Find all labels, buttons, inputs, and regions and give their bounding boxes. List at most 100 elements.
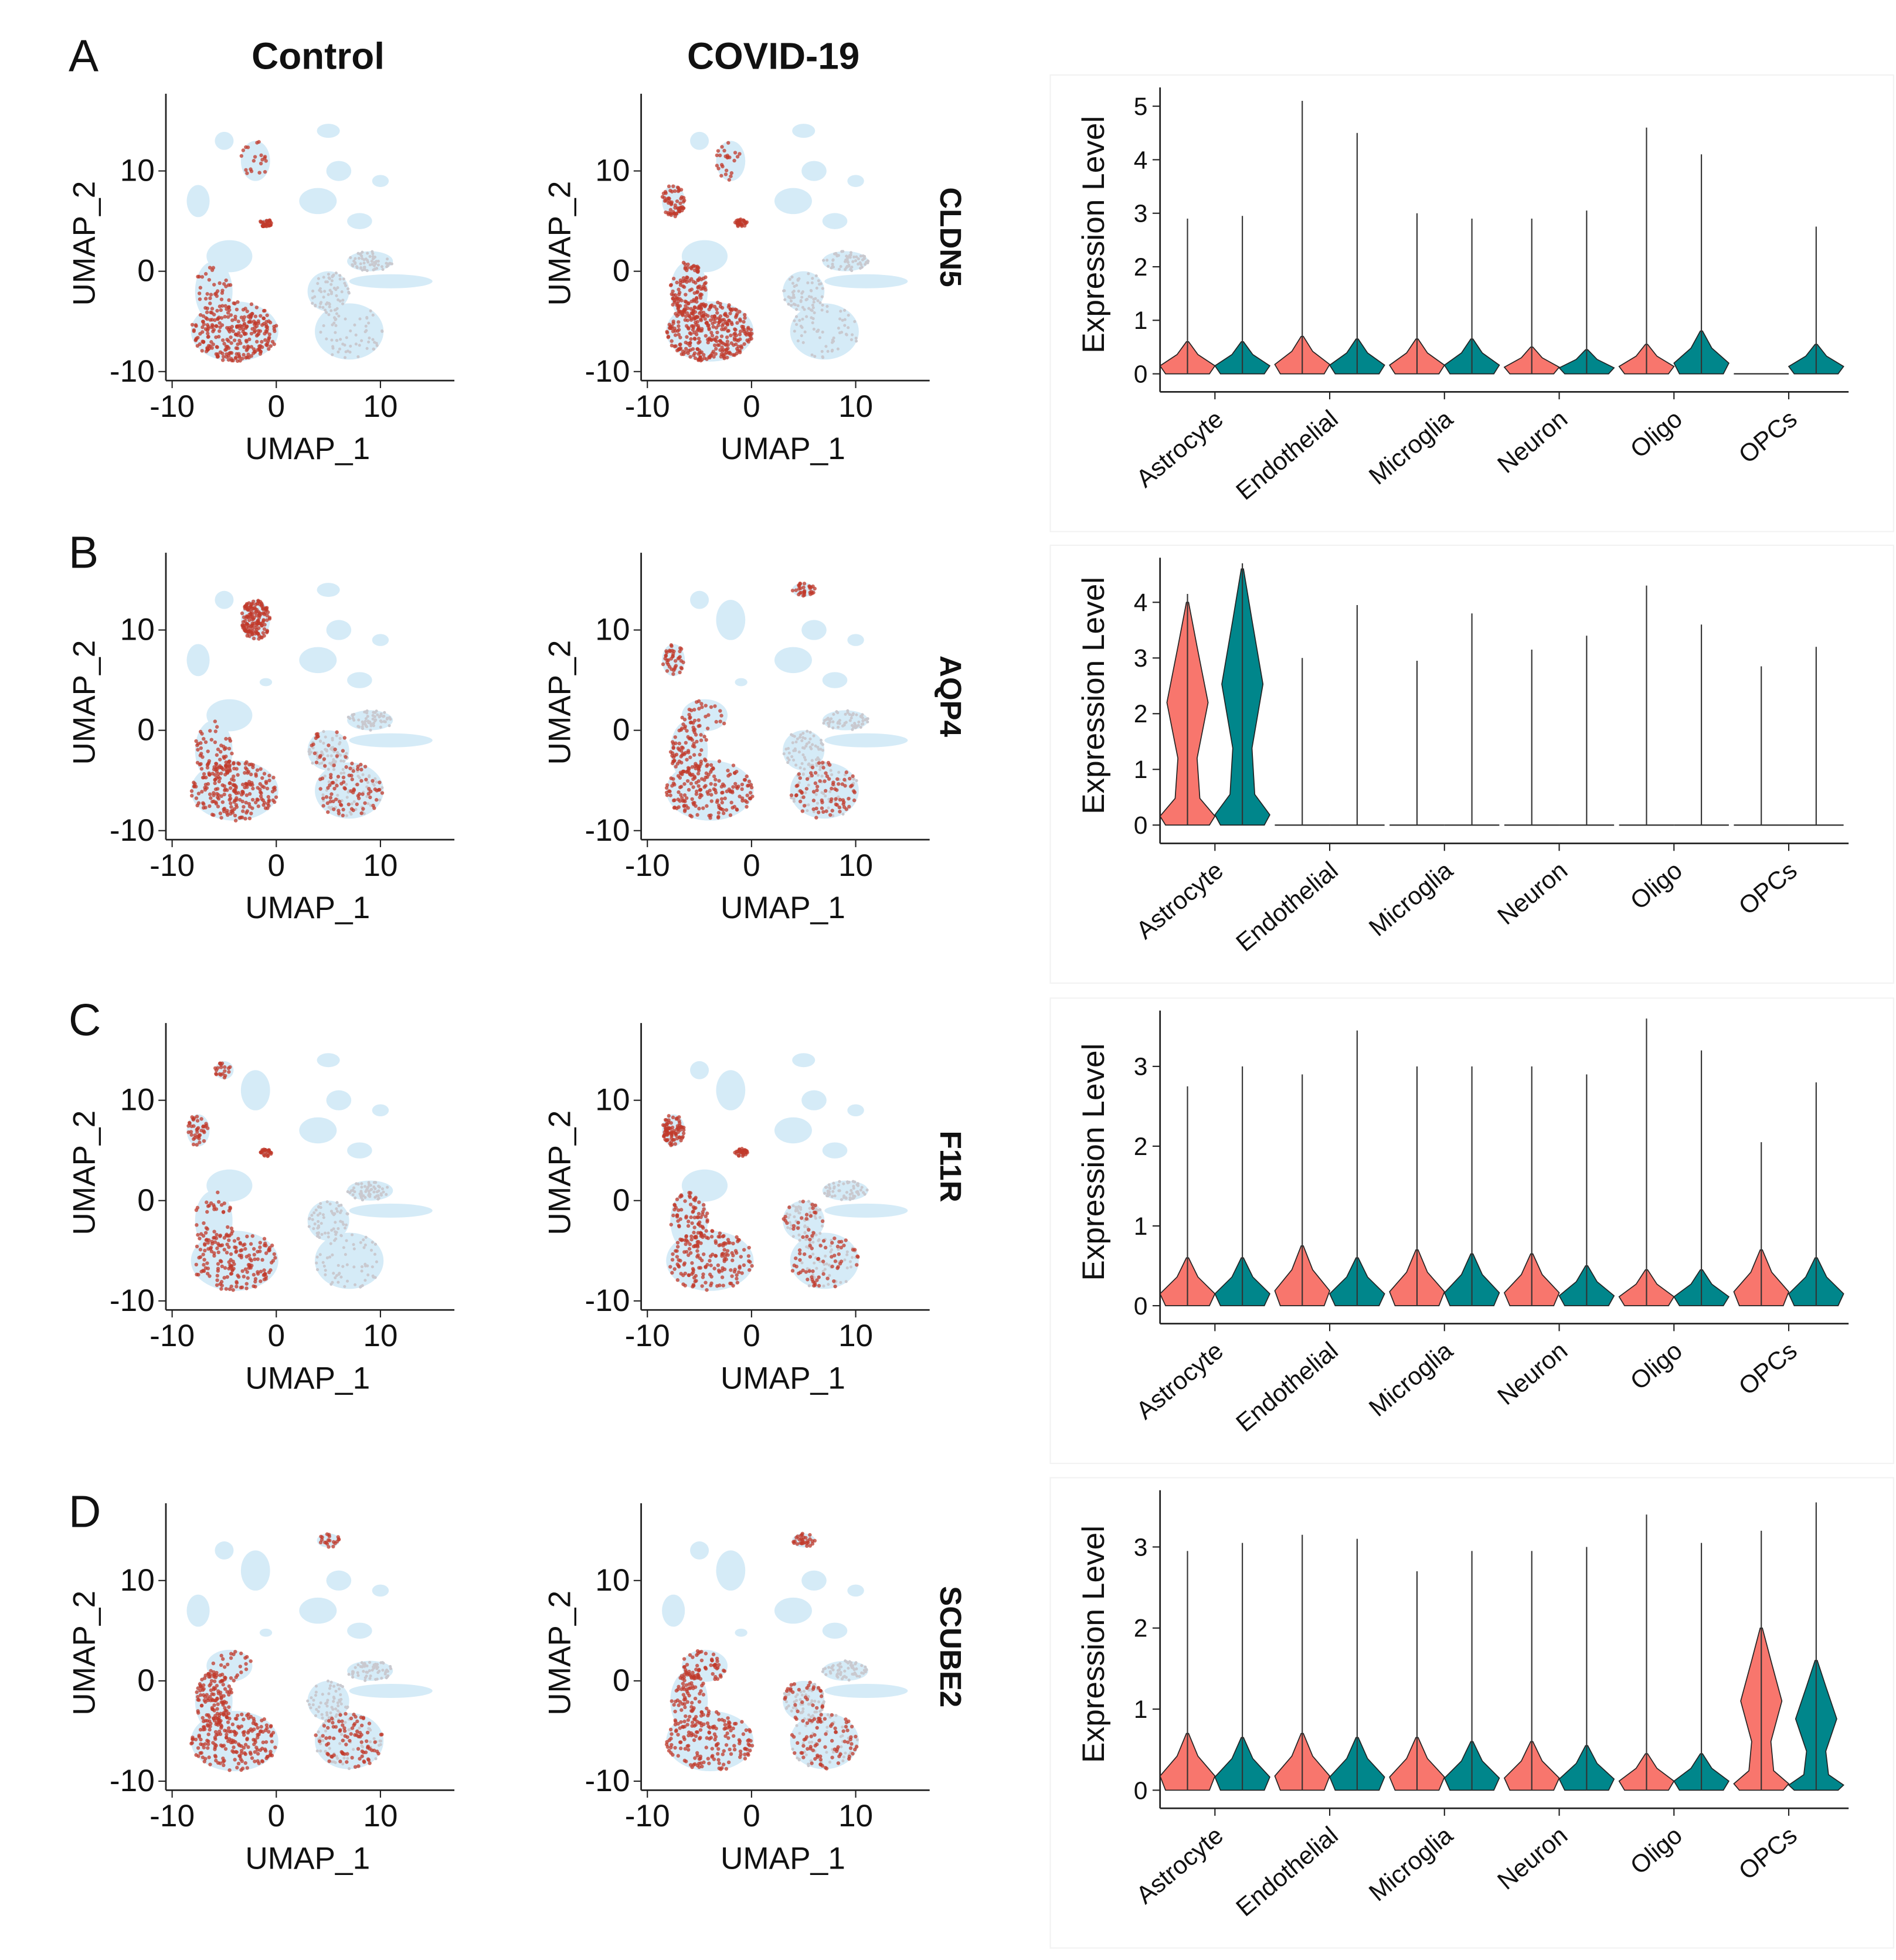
cell <box>351 1188 355 1192</box>
cell <box>717 759 722 763</box>
cell <box>681 260 686 265</box>
cell <box>696 278 700 282</box>
cell <box>233 813 237 818</box>
cell <box>243 1761 247 1765</box>
cell <box>341 1221 344 1224</box>
cell <box>811 743 814 746</box>
cell <box>851 260 855 263</box>
cell <box>322 757 327 761</box>
cell <box>187 1120 192 1125</box>
cell <box>322 742 325 745</box>
cell <box>674 344 678 348</box>
cell <box>710 1747 714 1751</box>
cell-cloud <box>681 1169 728 1202</box>
cell <box>254 305 259 310</box>
cell <box>243 1751 247 1755</box>
cell <box>864 1665 867 1669</box>
cell <box>722 1259 726 1263</box>
cell <box>235 1673 240 1677</box>
cell <box>206 1732 210 1737</box>
cell <box>855 779 858 782</box>
cell <box>247 320 252 324</box>
cell <box>209 1669 213 1673</box>
cell <box>198 312 203 317</box>
cell <box>821 1269 825 1273</box>
cell <box>271 798 275 803</box>
cell <box>385 257 389 261</box>
cell <box>825 774 830 779</box>
cell <box>830 773 834 776</box>
cell <box>245 785 249 789</box>
cell <box>220 800 225 804</box>
cell <box>266 806 270 810</box>
cell <box>186 1130 191 1134</box>
cell <box>690 797 694 801</box>
cell <box>338 347 342 351</box>
cell-cloud <box>317 1053 340 1068</box>
cell <box>736 1238 740 1242</box>
cell <box>196 792 201 796</box>
cell <box>816 1257 820 1261</box>
cell <box>723 154 728 158</box>
y-axis-label: Expression Level <box>1076 1044 1111 1281</box>
cell <box>203 1243 207 1247</box>
cell <box>338 736 342 740</box>
cell <box>827 1666 831 1669</box>
cell <box>363 266 366 269</box>
cell <box>213 729 218 733</box>
cell-cloud <box>347 213 372 229</box>
cell <box>828 1193 831 1197</box>
cell-cloud <box>792 124 816 138</box>
cell <box>225 1242 229 1246</box>
cell <box>749 785 754 790</box>
cell <box>718 153 722 158</box>
cell <box>322 1216 325 1220</box>
cell <box>794 763 798 767</box>
cell <box>227 1238 231 1242</box>
cell <box>715 311 719 315</box>
cell <box>710 334 715 338</box>
cell <box>320 1713 324 1716</box>
cell <box>811 277 814 280</box>
cell <box>331 780 335 785</box>
cell <box>713 777 718 782</box>
cell <box>337 1704 340 1708</box>
cell <box>370 1748 374 1752</box>
cell <box>253 1750 257 1754</box>
cell <box>706 341 710 345</box>
cell <box>834 1714 838 1717</box>
cell <box>223 1706 227 1710</box>
cell <box>267 798 271 802</box>
cell <box>331 1721 335 1725</box>
panel-background <box>1049 544 1894 984</box>
y-tick-label: -10 <box>110 1283 155 1318</box>
cell-cloud <box>824 1203 908 1218</box>
cell <box>213 1240 218 1244</box>
x-tick-label: OPCs <box>1734 405 1803 469</box>
cell <box>807 783 810 787</box>
cell <box>220 1243 225 1247</box>
cell <box>366 802 370 806</box>
cell <box>338 274 342 277</box>
cell <box>813 1683 817 1686</box>
cell <box>200 1677 204 1682</box>
cell <box>238 1242 243 1246</box>
cell <box>226 311 230 315</box>
cell <box>257 626 261 630</box>
cell <box>726 769 730 773</box>
cell <box>824 345 828 348</box>
cell <box>205 328 210 332</box>
cell <box>338 1759 342 1764</box>
cell <box>849 251 853 254</box>
cell <box>220 1657 225 1661</box>
cell <box>843 308 847 312</box>
cell <box>723 326 728 330</box>
cell <box>682 726 687 731</box>
cell <box>339 772 343 775</box>
cell <box>191 1737 195 1741</box>
cell-cloud <box>326 1090 352 1110</box>
cell <box>671 296 675 301</box>
cell <box>811 584 815 589</box>
cell <box>193 1133 198 1137</box>
cell <box>842 1244 846 1248</box>
